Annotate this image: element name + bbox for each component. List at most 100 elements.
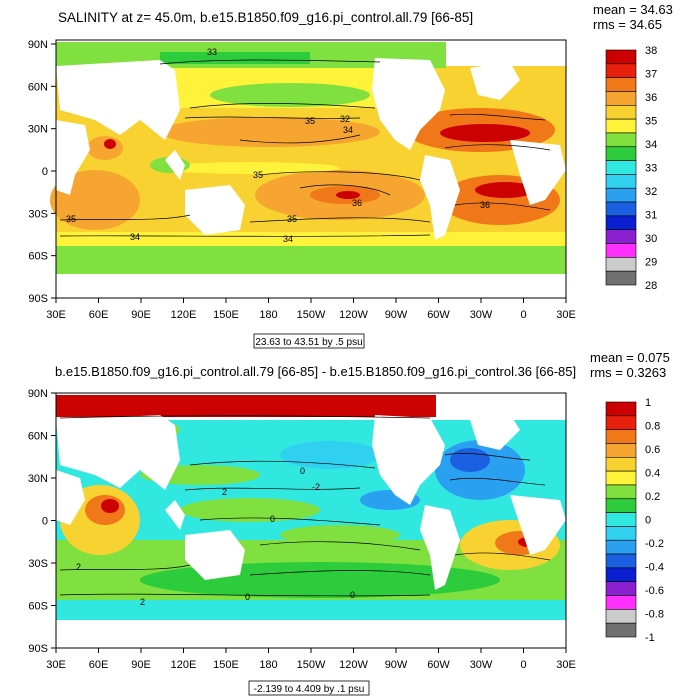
- lon-tick-label: 30E: [46, 309, 66, 321]
- colorbar-swatch: [605, 118, 637, 134]
- colorbar-label: 0.2: [645, 491, 660, 503]
- colorbar-swatch: [605, 595, 637, 610]
- panel2-contour-labels: 0 2 0 0 2 2 0 -2: [76, 466, 355, 607]
- panel-salinity: SALINITY at z= 45.0m, b.e15.B1850.f09_g1…: [28, 2, 673, 349]
- colorbar-swatch: [605, 498, 637, 513]
- land-mask: [56, 414, 566, 648]
- colorbar-label: -0.2: [645, 538, 664, 550]
- colorbar-swatch: [605, 443, 637, 458]
- lon-tick-label: 180: [259, 659, 277, 671]
- panel1-rms: rms = 34.65: [593, 17, 662, 32]
- colorbar-swatch: [605, 415, 637, 430]
- panel1-range-note: 23.63 to 43.51 by .5 psu: [255, 337, 362, 348]
- contour-label: -2: [312, 482, 320, 492]
- lat-tick-label: 60S: [28, 251, 48, 263]
- lon-tick-label: 150W: [297, 659, 326, 671]
- colorbar-swatch: [605, 401, 637, 417]
- panel1-contour-labels: 33 35 32 34 35 36 35 34 34 36 35: [66, 47, 490, 244]
- colorbar-swatch: [605, 270, 637, 286]
- panel1-map: [50, 39, 567, 299]
- colorbar-label: 28: [645, 280, 657, 292]
- colorbar-swatch: [605, 132, 637, 148]
- colorbar-label: 32: [645, 186, 657, 198]
- colorbar-label: 0.4: [645, 468, 660, 480]
- colorbar-label: -1: [645, 632, 655, 644]
- colorbar-swatch: [605, 484, 637, 500]
- lat-tick-label: 90S: [28, 643, 48, 655]
- contour-lines: [59, 59, 551, 237]
- colorbar-swatch: [605, 470, 637, 486]
- lat-tick-label: 60N: [28, 431, 48, 443]
- colorbar-swatch: [605, 429, 637, 444]
- lon-tick-label: 150E: [213, 659, 239, 671]
- colorbar-swatch: [605, 622, 637, 638]
- lon-tick-label: 30W: [470, 659, 493, 671]
- lon-tick-label: 120E: [171, 659, 197, 671]
- contour-label: 35: [253, 170, 263, 180]
- colorbar-label: 1: [645, 397, 651, 409]
- panel1-range-box: [253, 333, 365, 349]
- lon-tick-label: 60W: [427, 309, 450, 321]
- contour-label: 2: [76, 562, 81, 572]
- colorbar-label: 29: [645, 257, 657, 269]
- contour-label: 2: [222, 487, 227, 497]
- colorbar-label: 35: [645, 116, 657, 128]
- contour-label: 0: [300, 466, 305, 476]
- lon-tick-label: 30E: [556, 659, 576, 671]
- contour-label: 0: [245, 592, 250, 602]
- colorbar-swatch: [605, 160, 637, 175]
- colorbar-label: 33: [645, 163, 657, 175]
- lat-tick-label: 30N: [28, 473, 48, 485]
- lon-tick-label: 60W: [427, 659, 450, 671]
- lon-tick-label: 30W: [470, 309, 493, 321]
- lon-tick-label: 180: [259, 309, 277, 321]
- panel-difference: b.e15.B1850.f09_g16.pi_control.all.79 [6…: [28, 350, 670, 696]
- colorbar-swatch: [605, 187, 637, 203]
- panel2-rms: rms = 0.3263: [590, 365, 666, 380]
- panel2-lat-axis: 90N 60N 30N 0 30S 60S 90S: [28, 388, 56, 655]
- panel1-colorbar: 38 37 36 35 34 33 32 31 30 29 28: [605, 45, 657, 292]
- lon-tick-label: 90E: [131, 309, 151, 321]
- lat-tick-label: 0: [42, 166, 48, 178]
- colorbar-swatch: [605, 526, 637, 541]
- colorbar-swatch: [605, 104, 637, 120]
- lon-tick-label: 120W: [339, 309, 368, 321]
- colorbar-swatch: [605, 581, 637, 596]
- contour-label: 35: [66, 214, 76, 224]
- lat-tick-label: 30N: [28, 124, 48, 136]
- lon-tick-label: 150E: [213, 309, 239, 321]
- lat-tick-label: 30S: [28, 208, 48, 220]
- colorbar-swatch: [605, 49, 637, 65]
- lon-tick-label: 120W: [339, 659, 368, 671]
- colorbar-swatch: [605, 91, 637, 106]
- lon-tick-label: 30E: [556, 309, 576, 321]
- panel2-colorbar: 1 0.8 0.6 0.4 0.2 0 -0.2 -0.4 -0.6 -0.8 -1: [605, 397, 664, 644]
- panel2-range-note: -2.139 to 4.409 by .1 psu: [254, 684, 365, 695]
- colorbar-swatch: [605, 553, 637, 569]
- panel1-lon-axis: 30E 60E 90E 120E 150E 180 150W 120W 90W 60W 30W 0 30…: [46, 298, 576, 321]
- lon-tick-label: 120E: [171, 309, 197, 321]
- colorbar-swatch: [605, 567, 637, 583]
- colorbar-label: 0: [645, 515, 651, 527]
- land-mask: [56, 44, 566, 298]
- contour-label: 0: [270, 514, 275, 524]
- colorbar-swatch: [605, 63, 637, 78]
- colorbar-swatch: [605, 456, 637, 472]
- contour-label: 2: [140, 597, 145, 607]
- colorbar-label: 31: [645, 210, 657, 222]
- contour-label: 34: [283, 234, 293, 244]
- colorbar-swatch: [605, 201, 637, 217]
- contour-label: 35: [287, 214, 297, 224]
- colorbar-swatch: [605, 539, 637, 555]
- contour-label: 35: [305, 116, 315, 126]
- contour-label: 32: [340, 114, 350, 124]
- colorbar-swatch: [605, 243, 637, 258]
- lat-tick-label: 30S: [28, 558, 48, 570]
- lon-tick-label: 60E: [89, 309, 109, 321]
- panel1-lat-axis: 90N 60N 30N 0 30S 60S 90S: [28, 39, 56, 305]
- colorbar-label: 37: [645, 69, 657, 81]
- colorbar-label: 36: [645, 92, 657, 104]
- contour-label: 36: [352, 198, 362, 208]
- panel2-mean: mean = 0.075: [590, 350, 670, 365]
